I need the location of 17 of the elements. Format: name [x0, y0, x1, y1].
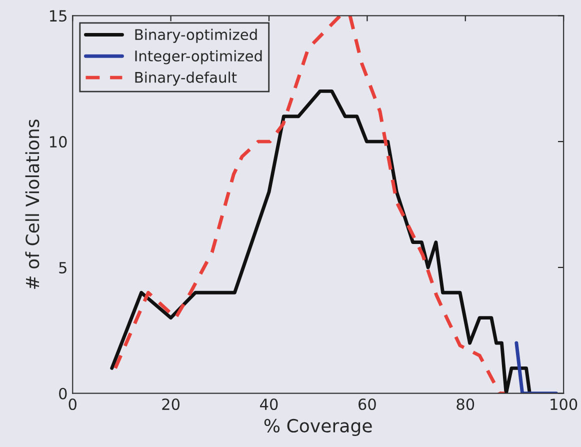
x-tick-label: 60 — [358, 398, 376, 410]
legend-label: Integer-optimized — [135, 50, 262, 64]
line-series — [114, 16, 506, 394]
y-tick-label: 10 — [50, 136, 67, 148]
line-series — [110, 89, 532, 394]
y-tick-label: 5 — [59, 262, 66, 274]
legend-label: Binary-default — [135, 72, 237, 86]
x-tick-label: 40 — [260, 398, 278, 410]
y-axis-title: # of Cell Violations — [25, 120, 40, 289]
x-tick-label: 100 — [550, 398, 578, 410]
x-tick-label: 0 — [68, 398, 76, 410]
x-tick-label: 80 — [456, 398, 474, 410]
x-axis-title: % Coverage — [264, 418, 372, 436]
y-tick-label: 15 — [50, 10, 66, 22]
x-tick-label: 20 — [162, 398, 180, 410]
legend-label: Binary-optimized — [135, 28, 257, 43]
y-tick-label: 0 — [59, 388, 67, 400]
